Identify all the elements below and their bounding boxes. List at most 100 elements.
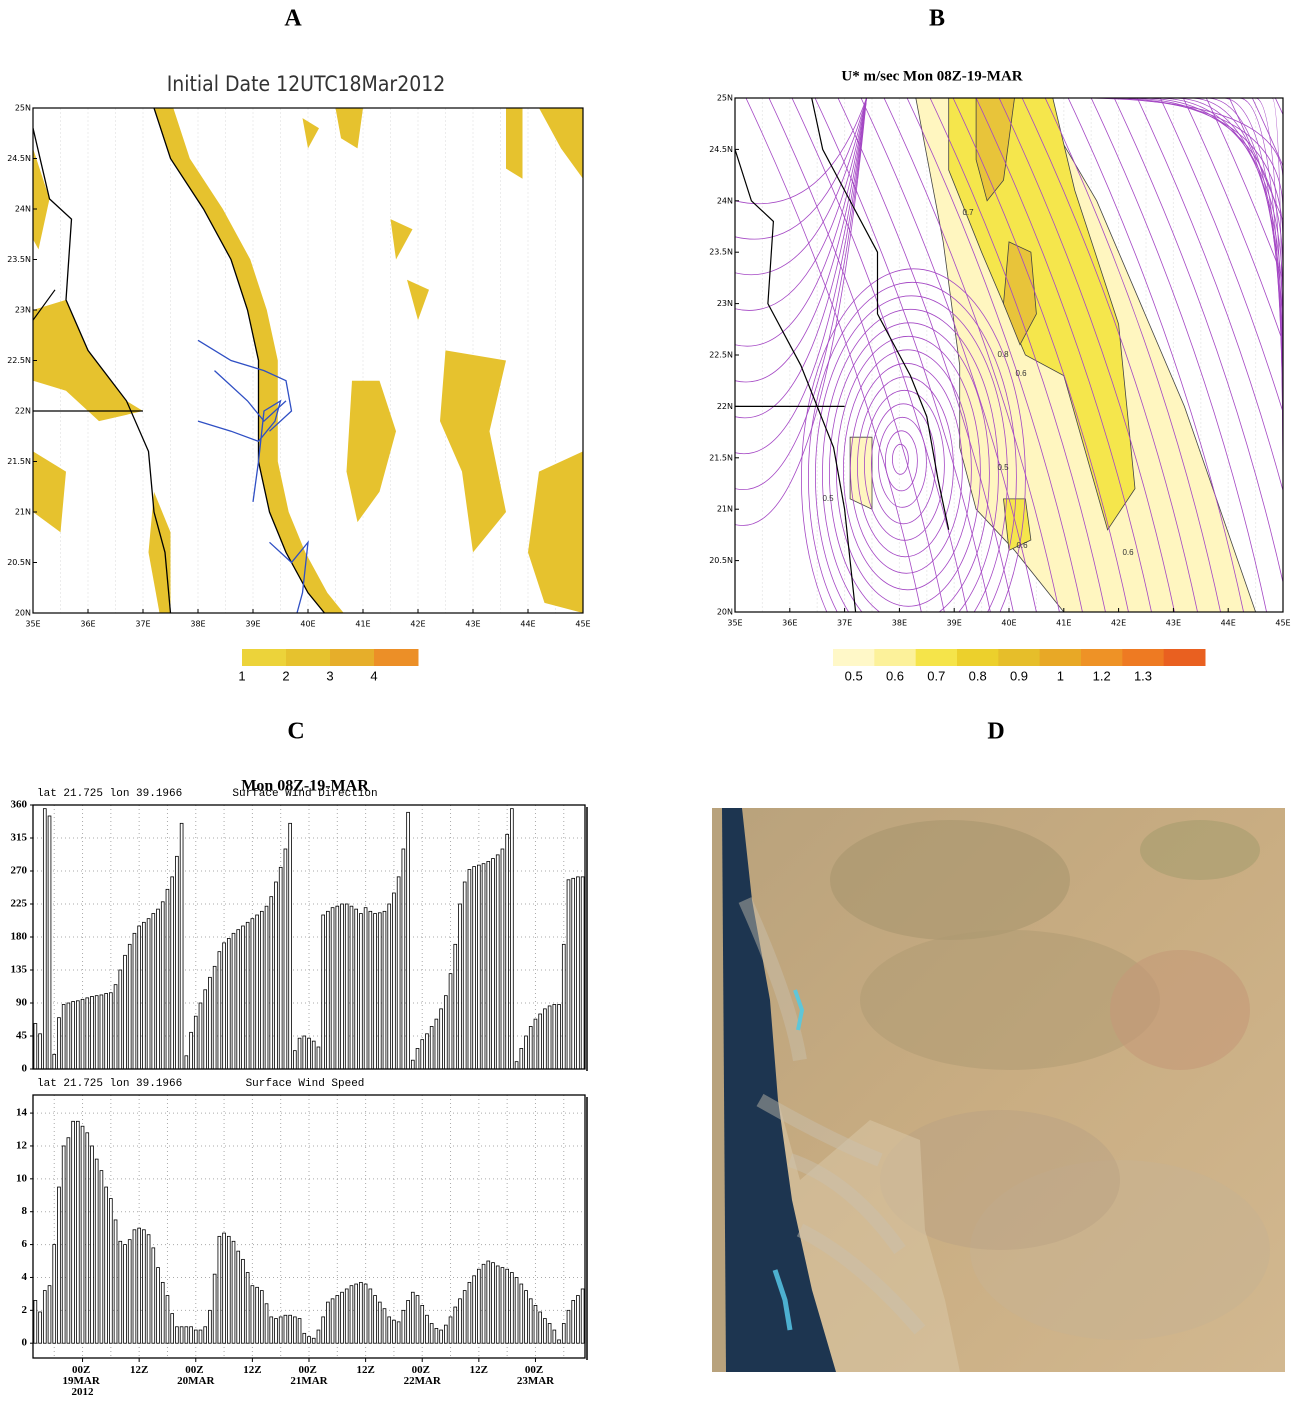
y-tick-label: 24N bbox=[717, 196, 733, 205]
streamline bbox=[735, 98, 867, 491]
contour-label: 0.6 bbox=[1015, 369, 1027, 378]
colorbar-label: 1 bbox=[1057, 668, 1064, 683]
bar bbox=[354, 908, 358, 1070]
bar bbox=[137, 1227, 141, 1344]
bar bbox=[514, 1061, 519, 1070]
terrain bbox=[1110, 950, 1250, 1070]
bar bbox=[566, 1309, 571, 1344]
streamline bbox=[1136, 98, 1283, 493]
bar bbox=[99, 1170, 104, 1344]
bar bbox=[392, 892, 396, 1070]
map-shape bbox=[197, 339, 293, 432]
panel-label: A bbox=[284, 6, 302, 32]
colorbar-cell bbox=[874, 649, 917, 666]
bar bbox=[189, 1031, 193, 1070]
bar bbox=[472, 1275, 476, 1344]
bar bbox=[373, 913, 377, 1070]
bar bbox=[85, 1132, 90, 1344]
bar bbox=[109, 992, 113, 1070]
terrain bbox=[860, 930, 1160, 1070]
bar bbox=[316, 1329, 321, 1344]
y-tick-label: 0 bbox=[22, 1063, 28, 1075]
bar bbox=[288, 822, 292, 1070]
bar bbox=[543, 1318, 547, 1344]
streamline bbox=[735, 98, 867, 383]
bar bbox=[288, 1314, 292, 1344]
bar bbox=[580, 1288, 585, 1344]
bar bbox=[33, 1023, 38, 1070]
bar bbox=[127, 943, 132, 1070]
colorbar-label: 1.2 bbox=[1093, 668, 1111, 683]
colorbar-label: 2 bbox=[282, 668, 289, 683]
bar bbox=[94, 995, 99, 1070]
contour-label: 0.6 bbox=[1016, 541, 1028, 550]
bar bbox=[302, 1332, 307, 1344]
streamline bbox=[1182, 98, 1283, 344]
bar bbox=[420, 1305, 425, 1344]
y-tick-label: 6 bbox=[22, 1238, 28, 1250]
dust-plume bbox=[738, 897, 926, 1335]
bar bbox=[434, 1018, 439, 1070]
x-tick-label: 44E bbox=[520, 620, 535, 629]
y-tick-label: 4 bbox=[22, 1271, 28, 1283]
bar bbox=[137, 925, 141, 1070]
streamline bbox=[998, 98, 1175, 612]
bar bbox=[156, 908, 160, 1070]
contour-label: 0.8 bbox=[997, 350, 1009, 359]
bar bbox=[132, 1229, 137, 1344]
y-tick-label: 23.5N bbox=[7, 255, 31, 264]
bar bbox=[368, 910, 373, 1070]
bar bbox=[203, 1326, 208, 1344]
streamline bbox=[1090, 98, 1267, 612]
y-tick-label: 22.5N bbox=[709, 351, 733, 360]
y-tick-label: 2 bbox=[22, 1304, 28, 1316]
chart-subtitle: Surface Wind Speed bbox=[246, 1078, 365, 1090]
chart-title: Mon 08Z-19-MAR bbox=[241, 778, 369, 795]
map-shape bbox=[33, 451, 66, 533]
bar bbox=[481, 863, 486, 1070]
bar bbox=[576, 876, 580, 1070]
y-tick-label: 180 bbox=[11, 931, 28, 943]
x-tick-label: 00Z 20MAR bbox=[177, 1364, 215, 1387]
streamline bbox=[768, 98, 945, 612]
bar bbox=[543, 1008, 547, 1070]
bar bbox=[561, 1323, 566, 1344]
bar bbox=[61, 1145, 66, 1344]
bar bbox=[519, 1283, 524, 1344]
bar bbox=[212, 965, 217, 1070]
bar bbox=[477, 864, 481, 1070]
colorbar-cell bbox=[1039, 649, 1082, 666]
x-tick-label: 12Z bbox=[243, 1364, 261, 1376]
bar bbox=[90, 1145, 94, 1344]
bar bbox=[71, 1001, 75, 1070]
x-tick-label: 40E bbox=[1001, 619, 1016, 628]
streamline bbox=[1205, 98, 1283, 281]
bar bbox=[349, 1285, 354, 1344]
red-sea bbox=[712, 808, 836, 1372]
x-tick-label: 38E bbox=[190, 620, 205, 629]
bar bbox=[52, 1053, 57, 1070]
bar bbox=[316, 1046, 321, 1070]
bar bbox=[467, 869, 472, 1070]
bar bbox=[330, 907, 335, 1070]
map-shape bbox=[811, 98, 950, 530]
y-tick-label: 12 bbox=[16, 1139, 28, 1151]
bar bbox=[33, 1300, 38, 1344]
bar bbox=[42, 808, 47, 1070]
streamline bbox=[850, 362, 963, 574]
y-tick-label: 21N bbox=[717, 505, 733, 514]
bar bbox=[274, 1318, 278, 1344]
bar bbox=[510, 1272, 514, 1344]
x-tick-label: 37E bbox=[837, 619, 852, 628]
bar bbox=[193, 1015, 198, 1070]
streamline bbox=[878, 416, 927, 508]
streamline bbox=[735, 98, 867, 311]
y-tick-label: 270 bbox=[11, 865, 28, 877]
streamline bbox=[735, 98, 867, 419]
colorbar-label: 1.3 bbox=[1134, 668, 1152, 683]
x-tick-label: 00Z 22MAR bbox=[404, 1364, 442, 1387]
bar bbox=[524, 1290, 528, 1344]
contour-label: 0.5 bbox=[822, 494, 834, 503]
x-tick-label: 00Z 21MAR bbox=[290, 1364, 328, 1387]
bar bbox=[510, 808, 514, 1070]
